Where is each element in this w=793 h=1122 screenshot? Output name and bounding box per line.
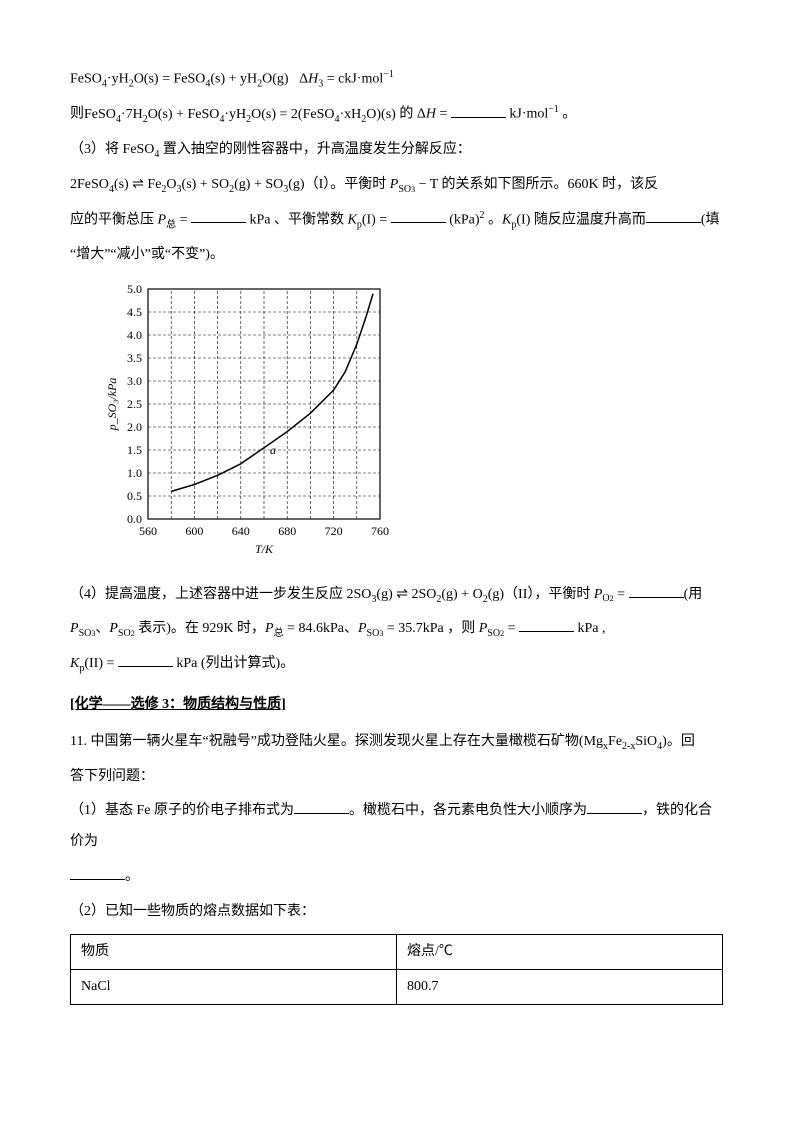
th-substance: 物质 [71,934,397,969]
svg-text:2.0: 2.0 [127,420,142,434]
paragraph-4: （4）提高温度，上述容器中进一步发生反应 2SO3(g) ⇌ 2SO2(g) +… [70,580,723,611]
table-row: NaCl 800.7 [71,969,723,1004]
blank-pso2 [519,617,574,632]
q11-number: 11. [70,734,90,749]
svg-text:3.5: 3.5 [127,351,142,365]
paragraph-4b: PSO3、PSO2 表示)。在 929K 时，P总 = 84.6kPa、PSO3… [70,614,723,645]
pso3-vs-t-chart: 0.00.51.01.52.02.53.03.54.04.55.05606006… [100,279,723,572]
svg-text:5.0: 5.0 [127,282,142,296]
svg-text:4.5: 4.5 [127,305,142,319]
q11-sub1: （1）基态 Fe 原子的价电子排布式为。橄榄石中，各元素电负性大小顺序为，铁的化… [70,796,723,858]
svg-text:1.5: 1.5 [127,443,142,457]
blank-kp2 [118,652,173,667]
svg-text:680: 680 [278,524,296,538]
table-header-row: 物质 熔点/℃ [71,934,723,969]
prefix-text: 则 [70,107,84,122]
reaction-1-cont2: “增大”“减小”或“不变”)。 [70,240,723,271]
svg-text:760: 760 [371,524,389,538]
q11-line2: 答下列问题： [70,762,723,793]
q11-text: 中国第一辆火星车“祝融号”成功登陆火星。探测发现火星上存在大量橄榄石矿物( [90,734,583,749]
svg-text:2.5: 2.5 [127,397,142,411]
equation-line-1: FeSO4·yH2O(s) = FeSO4(s) + yH2O(g) ΔH3 =… [70,64,723,95]
svg-text:560: 560 [139,524,157,538]
equation-line-2: 则FeSO4·7H2O(s) + FeSO4·yH2O(s) = 2(FeSO4… [70,99,723,130]
svg-text:T/K: T/K [255,542,274,556]
svg-text:600: 600 [185,524,203,538]
svg-text:p_SO₃/kPa: p_SO₃/kPa [105,377,119,431]
svg-text:3.0: 3.0 [127,374,142,388]
svg-text:720: 720 [325,524,343,538]
td-substance: NaCl [71,969,397,1004]
paragraph-3-intro: （3）将 FeSO4 置入抽空的刚性容器中，升高温度发生分解反应： [70,135,723,166]
blank-dh [451,103,506,118]
blank-po2 [629,583,684,598]
section-header: [化学——选修 3：物质结构与性质] [70,690,723,721]
reaction-1: 2FeSO4(s) ⇌ Fe2O3(s) + SO2(g) + SO3(g)（I… [70,170,723,201]
period: 。 [125,869,139,884]
blank-kp1 [391,208,446,223]
reaction-1-cont: 应的平衡总压 P总 = kPa 、平衡常数 Kp(I) = (kPa)2 。Kp… [70,205,723,236]
th-melting: 熔点/℃ [397,934,723,969]
svg-text:a: a [270,443,276,457]
q11-line1: 11. 中国第一辆火星车“祝融号”成功登陆火星。探测发现火星上存在大量橄榄石矿物… [70,727,723,758]
svg-text:640: 640 [232,524,250,538]
svg-text:1.0: 1.0 [127,466,142,480]
blank-econfig [294,799,349,814]
td-melting: 800.7 [397,969,723,1004]
blank-eneg [587,799,642,814]
q11-sub2: （2）已知一些物质的熔点数据如下表： [70,897,723,928]
q11-sub1b: 。 [70,862,723,893]
svg-text:0.5: 0.5 [127,489,142,503]
paragraph-4c: Kp(II) = kPa (列出计算式)。 [70,649,723,680]
q11-tail: )。回 [662,734,695,749]
svg-text:4.0: 4.0 [127,328,142,342]
blank-valence [70,865,125,880]
melting-point-table: 物质 熔点/℃ NaCl 800.7 [70,934,723,1006]
blank-pzong [191,208,246,223]
blank-trend [646,208,701,223]
